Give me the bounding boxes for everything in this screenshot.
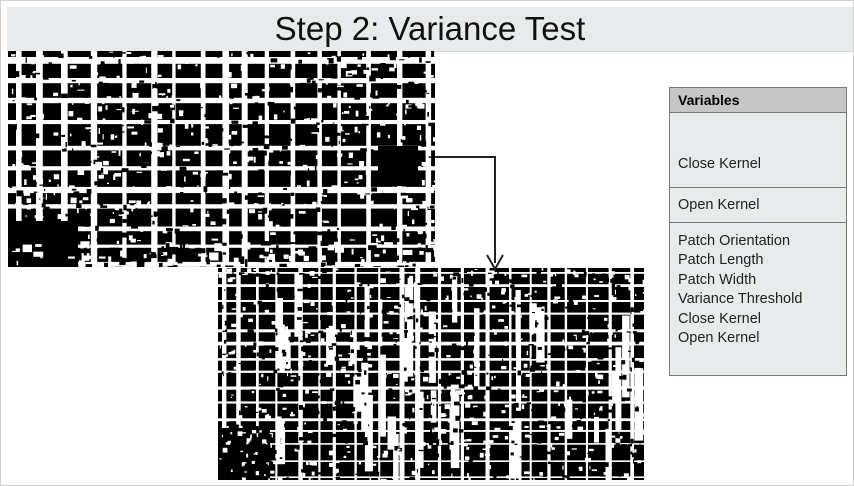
variable-item: Close Kernel: [678, 310, 762, 327]
variable-item: Close Kernel: [678, 156, 762, 172]
arrow-line: [435, 156, 496, 263]
variables-header: Variables: [670, 88, 846, 113]
arrow-head: [486, 254, 504, 272]
variable-item: Patch Orientation: [678, 233, 791, 249]
variable-item: Variance Threshold: [678, 291, 803, 308]
variable-item: Open Kernel: [678, 330, 760, 347]
input-binary-image: [8, 51, 435, 267]
variables-section-1: Close Kernel: [670, 113, 846, 188]
variable-item: Patch Width: [678, 271, 757, 288]
variable-item: Open Kernel: [678, 197, 760, 213]
flow-arrow: [435, 156, 504, 272]
page-title: Step 2: Variance Test: [274, 10, 586, 47]
variables-section-3: Patch Orientation Patch Length Patch Wid…: [670, 223, 846, 348]
variable-item: Patch Length: [678, 252, 764, 269]
variables-panel: Variables Close Kernel Open Kernel Patch…: [669, 87, 847, 376]
title-bar: Step 2: Variance Test: [7, 7, 853, 52]
output-variance-image: [218, 268, 644, 480]
variables-section-2: Open Kernel: [670, 188, 846, 223]
